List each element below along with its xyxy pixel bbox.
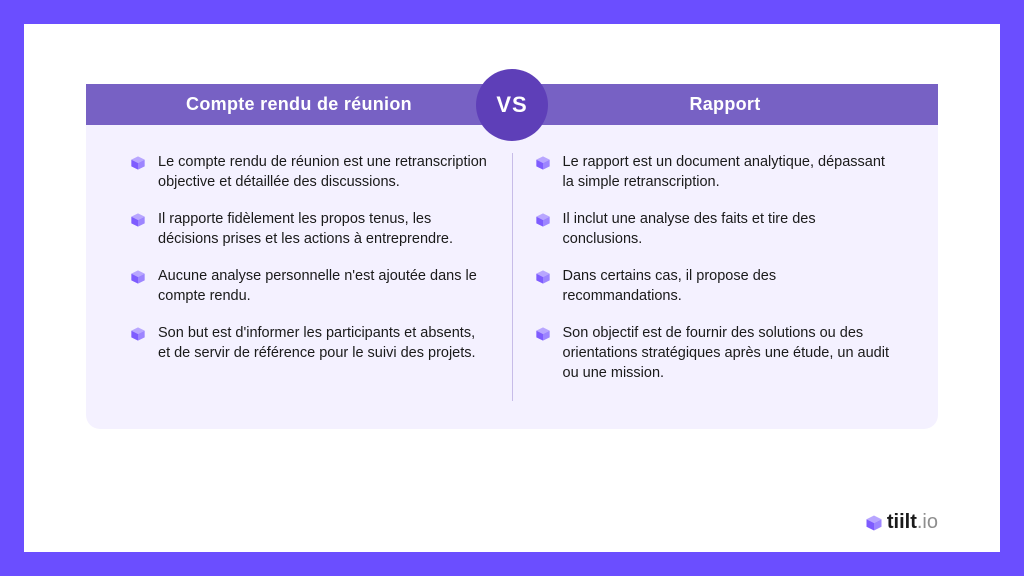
left-header: Compte rendu de réunion [86,84,512,125]
list-item: Son objectif est de fournir des solution… [535,324,895,383]
cube-icon [535,155,551,171]
cube-icon [130,212,146,228]
cube-icon [865,514,883,532]
list-item: Le rapport est un document analytique, d… [535,153,895,192]
column-divider [512,153,513,401]
list-item: Son but est d'informer les participants … [130,324,490,363]
page: Compte rendu de réunion Rapport VS Le co… [24,24,1000,552]
item-text: Il inclut une analyse des faits et tire … [563,210,895,249]
list-item: Le compte rendu de réunion est une retra… [130,153,490,192]
cube-icon [130,155,146,171]
list-item: Dans certains cas, il propose des recomm… [535,267,895,306]
left-column: Le compte rendu de réunion est une retra… [112,153,508,401]
logo-suffix: .io [917,511,938,533]
item-text: Son objectif est de fournir des solution… [563,324,895,383]
list-item: Il inclut une analyse des faits et tire … [535,210,895,249]
cube-icon [130,326,146,342]
brand-logo: tiilt.io [865,511,938,534]
logo-brand: tiilt [887,511,917,533]
item-text: Son but est d'informer les participants … [158,324,490,363]
cube-icon [130,269,146,285]
right-column: Le rapport est un document analytique, d… [517,153,913,401]
comparison-card: Compte rendu de réunion Rapport VS Le co… [86,84,938,429]
columns: Le compte rendu de réunion est une retra… [86,125,938,401]
cube-icon [535,269,551,285]
item-text: Le compte rendu de réunion est une retra… [158,153,490,192]
vs-badge: VS [476,69,548,141]
list-item: Aucune analyse personnelle n'est ajoutée… [130,267,490,306]
header-bar: Compte rendu de réunion Rapport VS [86,84,938,125]
item-text: Il rapporte fidèlement les propos tenus,… [158,210,490,249]
cube-icon [535,326,551,342]
right-header: Rapport [512,84,938,125]
item-text: Dans certains cas, il propose des recomm… [563,267,895,306]
list-item: Il rapporte fidèlement les propos tenus,… [130,210,490,249]
cube-icon [535,212,551,228]
item-text: Aucune analyse personnelle n'est ajoutée… [158,267,490,306]
item-text: Le rapport est un document analytique, d… [563,153,895,192]
